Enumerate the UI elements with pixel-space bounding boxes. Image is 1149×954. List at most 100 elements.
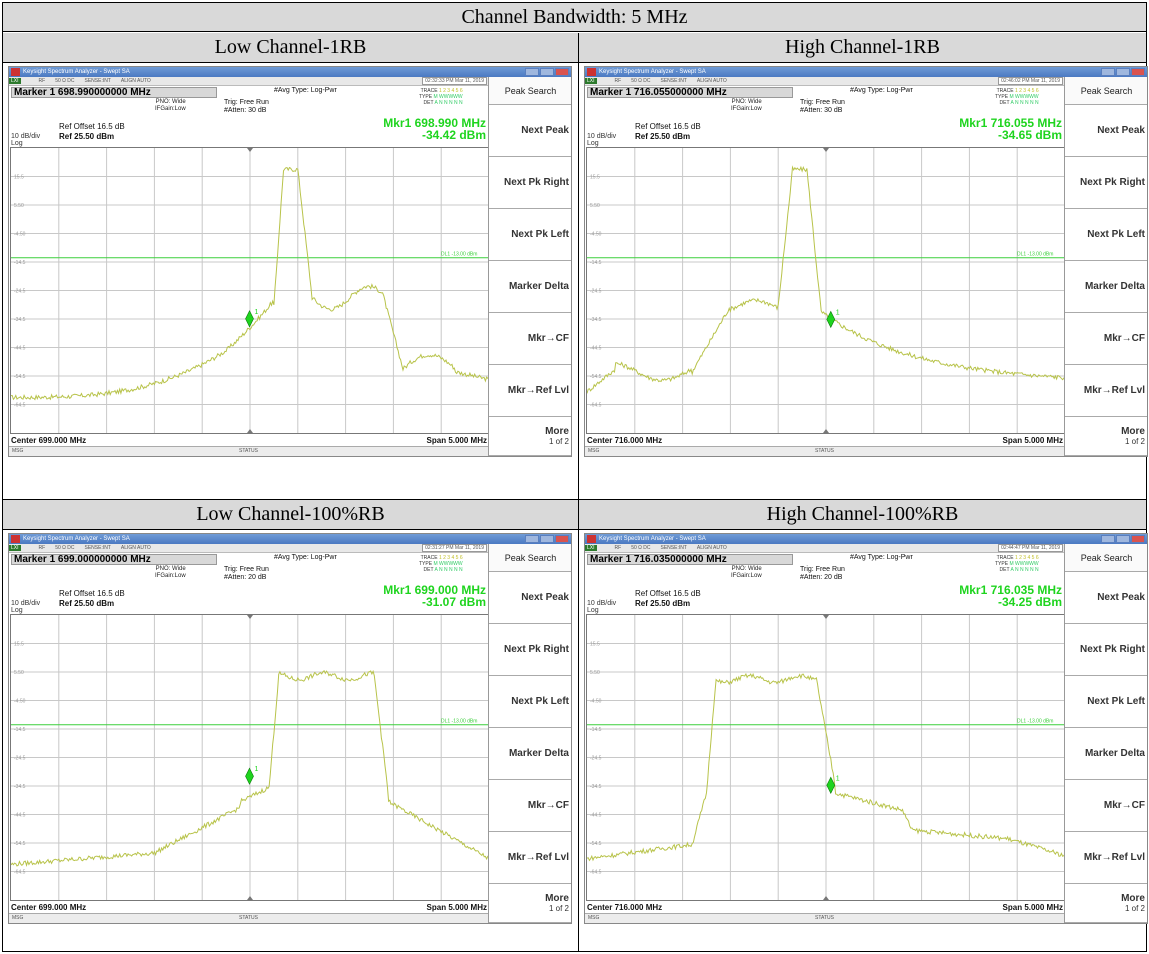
maximize-button[interactable] [540, 535, 554, 543]
softkey-next-peak[interactable]: Next Peak [1065, 105, 1147, 157]
softkey-more[interactable]: More 1 of 2 [489, 884, 571, 923]
marker-1-diamond[interactable] [826, 310, 836, 329]
softkey-mkr-ref-lvl[interactable]: Mkr→Ref Lvl [489, 365, 571, 417]
lxi-badge: LXI [585, 78, 597, 84]
softkey-next-pk-left[interactable]: Next Pk Left [1065, 209, 1147, 261]
spectrum-plot[interactable]: DL1 -13.00 dBm 15.5 5.50 -4.50 -14.5 -24.5 -34… [586, 614, 1066, 901]
log-label: Log [11, 607, 23, 614]
lxi-badge: LXI [9, 545, 21, 551]
scale-label: 10 dB/div Log [587, 133, 616, 147]
softkey-more[interactable]: More 1 of 2 [1065, 417, 1147, 456]
scale-value: 10 dB/div [11, 600, 41, 607]
softkey-marker-delta[interactable]: Marker Delta [1065, 728, 1147, 780]
settings-item: 50 Ω DC [55, 545, 75, 551]
pno-setting: PNO: Wide IFGain:Low [155, 566, 186, 580]
app-icon [11, 68, 20, 76]
trace-row: TRACE 1 2 3 4 5 6 [995, 555, 1039, 561]
trace-val: 1 2 3 4 5 6 [1014, 88, 1039, 94]
scale-value: 10 dB/div [11, 133, 41, 140]
softkey-next-peak[interactable]: Next Peak [1065, 572, 1147, 624]
close-button[interactable] [1131, 68, 1145, 76]
softkey-mkr-cf[interactable]: Mkr→CF [489, 780, 571, 832]
softkey-next-peak[interactable]: Next Peak [489, 105, 571, 157]
softkey-mkr-cf[interactable]: Mkr→CF [1065, 780, 1147, 832]
softkey-more[interactable]: More 1 of 2 [489, 417, 571, 456]
y-tick-label: -44.5 [14, 813, 26, 819]
cell-title-high-1rb: High Channel-1RB [579, 33, 1146, 62]
span-value: Span 5.000 MHz [1002, 436, 1063, 445]
y-tick-label: -24.5 [590, 756, 602, 762]
msg-label: MSG [588, 915, 600, 921]
softkey-next-pk-left[interactable]: Next Pk Left [489, 209, 571, 261]
softkey-mkr-cf[interactable]: Mkr→CF [489, 313, 571, 365]
softkey-mkr-ref-lvl[interactable]: Mkr→Ref Lvl [1065, 365, 1147, 417]
limit-line-label: DL1 -13.00 dBm [441, 719, 477, 725]
close-button[interactable] [555, 535, 569, 543]
trigger-settings: Trig: Free Run #Atten: 30 dB [800, 99, 845, 115]
softkey-mkr-ref-lvl[interactable]: Mkr→Ref Lvl [489, 832, 571, 884]
status-label: STATUS [239, 915, 258, 921]
softkey-more[interactable]: More 1 of 2 [1065, 884, 1147, 923]
softkey-next-pk-right[interactable]: Next Pk Right [489, 157, 571, 209]
trigger-settings: Trig: Free Run #Atten: 30 dB [224, 99, 269, 115]
maximize-button[interactable] [540, 68, 554, 76]
y-tick-label: 15.5 [14, 642, 24, 648]
close-button[interactable] [1131, 535, 1145, 543]
softkey-next-pk-right[interactable]: Next Pk Right [1065, 624, 1147, 676]
softkey-mkr-ref-lvl[interactable]: Mkr→Ref Lvl [1065, 832, 1147, 884]
softkey-mkr-cf[interactable]: Mkr→CF [1065, 313, 1147, 365]
scale-label: 10 dB/div Log [11, 133, 40, 147]
softkey-next-pk-right[interactable]: Next Pk Right [1065, 157, 1147, 209]
softkey-next-pk-right[interactable]: Next Pk Right [489, 624, 571, 676]
softkey-marker-delta[interactable]: Marker Delta [1065, 261, 1147, 313]
window-title-bar: Keysight Spectrum Analyzer - Swept SA [9, 534, 571, 544]
y-tick-label: 5.50 [14, 203, 24, 209]
trace-row: TRACE 1 2 3 4 5 6 [419, 555, 463, 561]
trace-val: 1 2 3 4 5 6 [438, 88, 463, 94]
trig-label: Trig: Free Run [800, 566, 845, 573]
cell-title-low-100rb: Low Channel-100%RB [3, 500, 578, 529]
marker-1-diamond[interactable] [826, 776, 836, 794]
maximize-button[interactable] [1116, 535, 1130, 543]
trace-val: A N N N N N [1010, 567, 1039, 573]
minimize-button[interactable] [525, 68, 539, 76]
trace-key: DET [423, 100, 435, 106]
spectrum-plot[interactable]: DL1 -13.00 dBm 15.5 5.50 -4.50 -14.5 -24.5 -34… [586, 147, 1066, 434]
softkey-next-peak[interactable]: Next Peak [489, 572, 571, 624]
marker-1-diamond[interactable] [245, 310, 254, 328]
softkey-marker-delta[interactable]: Marker Delta [489, 261, 571, 313]
limit-line-label: DL1 -13.00 dBm [441, 252, 477, 258]
maximize-button[interactable] [1116, 68, 1130, 76]
softkey-marker-delta[interactable]: Marker Delta [489, 728, 571, 780]
minimize-button[interactable] [525, 535, 539, 543]
window-controls [1101, 535, 1145, 543]
marker-frequency[interactable]: Marker 1 698.990000000 MHz [11, 87, 217, 98]
y-tick-label: -44.5 [14, 346, 26, 352]
trace-key: DET [999, 100, 1011, 106]
close-button[interactable] [555, 68, 569, 76]
scale-value: 10 dB/div [587, 133, 617, 140]
marker-frequency[interactable]: Marker 1 699.000000000 MHz [11, 554, 217, 565]
lxi-badge: LXI [9, 78, 21, 84]
window-controls [525, 68, 569, 76]
softkey-next-pk-left[interactable]: Next Pk Left [489, 676, 571, 728]
scale-label: 10 dB/div Log [11, 600, 40, 614]
spectrum-plot[interactable]: DL1 -13.00 dBm 15.5 5.50 -4.50 -14.5 -24.5 -34… [10, 147, 490, 434]
spectrum-trace [587, 165, 1065, 394]
settings-item: SENSE:INT [660, 78, 687, 84]
marker-frequency[interactable]: Marker 1 716.035000000 MHz [587, 554, 793, 565]
softkey-next-pk-left[interactable]: Next Pk Left [1065, 676, 1147, 728]
status-bar: MSG STATUS [585, 913, 1065, 923]
settings-bar: LXI RF 50 Ω DC SENSE:INT ALIGN AUTO 02:31:27 … [9, 544, 489, 553]
y-tick-label: -14.5 [590, 727, 602, 733]
marker-1-diamond[interactable] [245, 767, 254, 785]
spectrum-plot[interactable]: DL1 -13.00 dBm 15.5 5.50 -4.50 -14.5 -24.5 -34… [10, 614, 490, 901]
lxi-badge: LXI [585, 545, 597, 551]
window-title: Keysight Spectrum Analyzer - Swept SA [599, 536, 706, 542]
y-tick-label: -4.50 [590, 232, 602, 238]
minimize-button[interactable] [1101, 68, 1115, 76]
scale-value: 10 dB/div [587, 600, 617, 607]
marker-frequency[interactable]: Marker 1 716.055000000 MHz [587, 87, 793, 98]
trace-val: 1 2 3 4 5 6 [438, 555, 463, 561]
minimize-button[interactable] [1101, 535, 1115, 543]
